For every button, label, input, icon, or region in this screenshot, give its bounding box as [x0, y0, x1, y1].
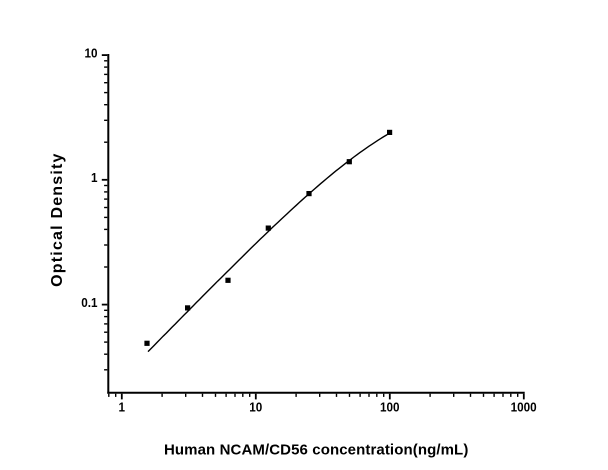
- svg-text:10: 10: [84, 46, 97, 61]
- svg-text:Human NCAM/CD56 concentration(: Human NCAM/CD56 concentration(ng/mL): [164, 442, 468, 459]
- svg-text:Optical Density: Optical Density: [49, 152, 66, 286]
- svg-text:1: 1: [91, 171, 98, 186]
- svg-text:1000: 1000: [511, 400, 537, 415]
- svg-text:10: 10: [249, 400, 262, 415]
- svg-text:100: 100: [380, 400, 400, 415]
- svg-text:1: 1: [119, 400, 126, 415]
- svg-text:0.1: 0.1: [81, 295, 97, 310]
